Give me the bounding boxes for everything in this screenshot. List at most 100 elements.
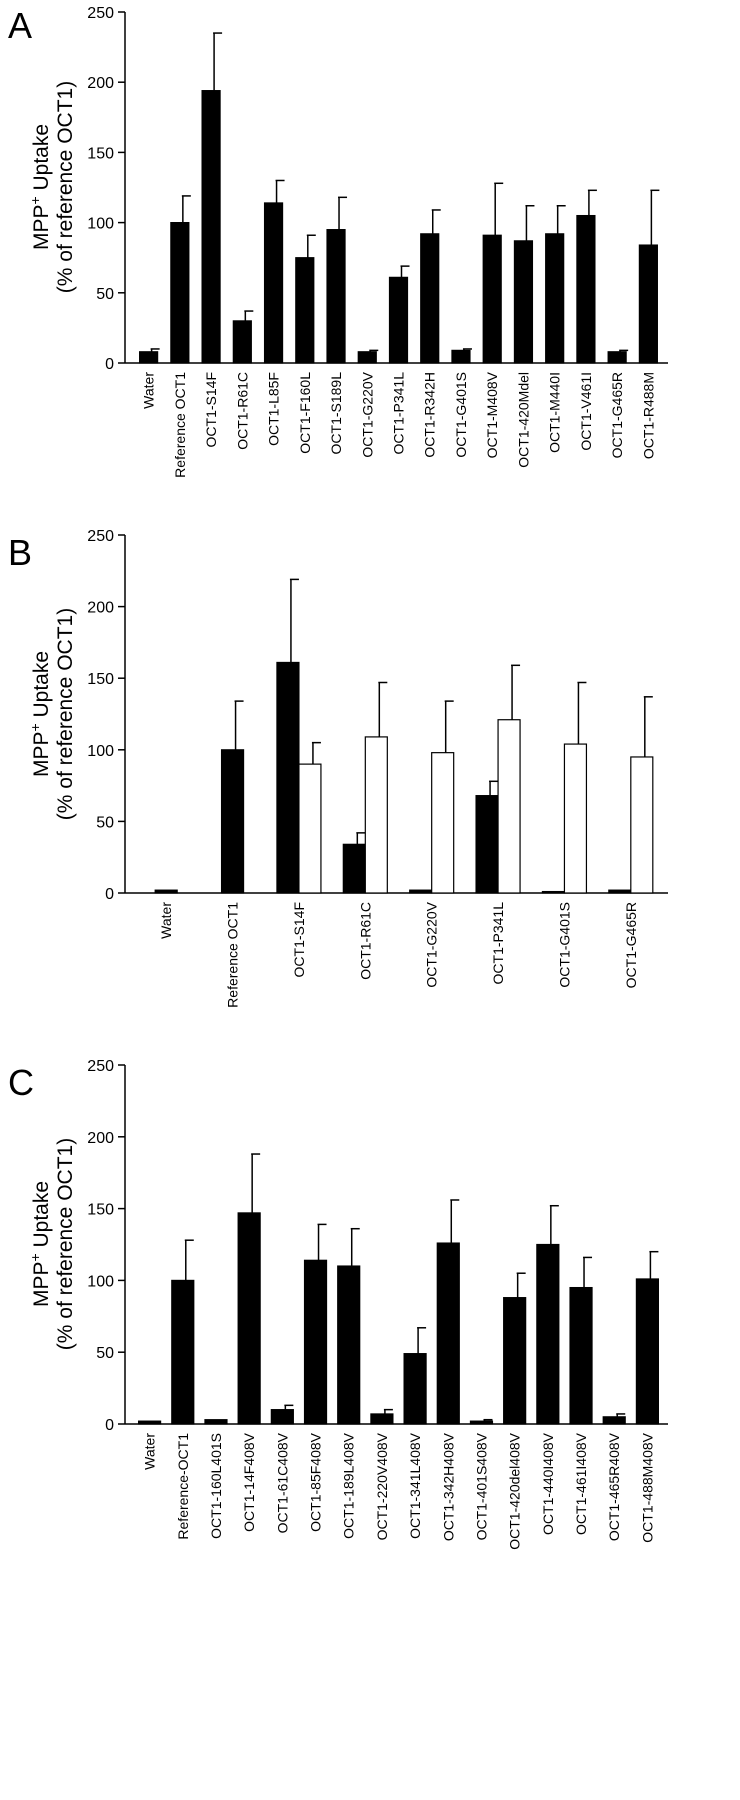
x-tick-label: OCT1-V461I bbox=[578, 372, 594, 451]
x-tick-label: OCT1-G401S bbox=[556, 902, 572, 988]
bar bbox=[608, 889, 632, 894]
x-tick-label: OCT1-401S408V bbox=[473, 1432, 489, 1540]
bar bbox=[237, 1212, 261, 1425]
x-tick-label: OCT1-420Mdel bbox=[515, 372, 531, 468]
x-tick-label: OCT1-85F408V bbox=[308, 1432, 324, 1531]
bar bbox=[436, 1242, 460, 1425]
y-tick-label: 50 bbox=[96, 1345, 114, 1362]
x-tick-label: OCT1-S14F bbox=[291, 902, 307, 977]
x-tick-label: OCT1-465R408V bbox=[606, 1432, 622, 1541]
bar bbox=[201, 90, 221, 364]
bar bbox=[303, 1259, 328, 1425]
x-tick-label: OCT1-341L408V bbox=[407, 1432, 423, 1539]
bar bbox=[635, 1278, 660, 1425]
bar bbox=[276, 661, 300, 894]
bar bbox=[563, 743, 588, 894]
bar bbox=[497, 719, 521, 894]
x-tick-label: OCT1-R488M bbox=[640, 372, 656, 459]
y-axis-label: MPP+ Uptake(% of reference OCT1) bbox=[27, 1138, 77, 1350]
bar bbox=[388, 276, 409, 364]
panel-C: C MPP+ Uptake(% of reference OCT1) 0 50 100 1… bbox=[8, 1058, 668, 1550]
bar bbox=[545, 233, 565, 364]
y-axis-label: MPP+ Uptake(% of reference OCT1) bbox=[27, 608, 77, 820]
bar bbox=[475, 795, 499, 894]
bar bbox=[638, 244, 658, 364]
bar bbox=[232, 320, 252, 364]
bar bbox=[536, 1243, 560, 1425]
x-tick-label: Water bbox=[141, 372, 157, 409]
y-tick-label: 150 bbox=[87, 671, 114, 688]
bar bbox=[503, 1297, 527, 1425]
x-tick-label: OCT1-G465R bbox=[609, 372, 625, 458]
x-tick-label: OCT1-G401S bbox=[453, 372, 469, 458]
x-tick-label: OCT1-189L408V bbox=[341, 1432, 357, 1539]
x-tick-label: OCT1-G220V bbox=[359, 371, 375, 457]
bar bbox=[170, 222, 190, 364]
x-tick-label: OCT1-M440I bbox=[547, 372, 563, 453]
bar bbox=[154, 889, 178, 894]
bar bbox=[451, 349, 471, 364]
x-tick-label: OCT1-220V408V bbox=[374, 1432, 390, 1540]
x-tick-label: OCT1-M408V bbox=[484, 371, 500, 458]
x-tick-label: OCT1-61C408V bbox=[274, 1432, 290, 1533]
bar bbox=[569, 1286, 593, 1425]
y-tick-label: 250 bbox=[87, 5, 114, 22]
y-axis-label-line2: (% of reference OCT1) bbox=[54, 608, 77, 820]
x-tick-label: Reference-OCT1 bbox=[175, 1433, 191, 1540]
y-tick-label: 0 bbox=[105, 356, 114, 373]
x-tick-label: OCT1-488M408V bbox=[639, 1432, 655, 1542]
x-tick-label: Reference OCT1 bbox=[225, 902, 241, 1008]
x-tick-label: OCT1-420del408V bbox=[507, 1432, 523, 1549]
panel-letter: C bbox=[8, 1062, 34, 1103]
bar bbox=[602, 1416, 626, 1425]
bar bbox=[364, 736, 388, 894]
x-tick-label: OCT1-F160L bbox=[297, 372, 313, 454]
y-tick-label: 150 bbox=[87, 1202, 114, 1219]
bar bbox=[630, 756, 654, 894]
y-axis-label: MPP+ Uptake(% of reference OCT1) bbox=[27, 81, 77, 293]
x-tick-label: OCT1-440I408V bbox=[540, 1432, 556, 1535]
y-tick-label: 0 bbox=[105, 1417, 114, 1434]
bar bbox=[576, 214, 596, 364]
x-tick-label: OCT1-S14F bbox=[203, 372, 219, 447]
bar bbox=[326, 229, 346, 364]
bar bbox=[541, 890, 566, 894]
bar bbox=[270, 1409, 294, 1425]
bar bbox=[337, 1265, 361, 1425]
bar bbox=[370, 1413, 394, 1425]
bar bbox=[171, 1279, 195, 1425]
x-tick-label: Reference OCT1 bbox=[172, 372, 188, 478]
y-tick-label: 200 bbox=[87, 600, 114, 617]
x-tick-label: OCT1-G220V bbox=[424, 901, 440, 987]
y-tick-label: 0 bbox=[105, 886, 114, 903]
bar bbox=[403, 1353, 427, 1425]
y-tick-label: 250 bbox=[87, 1058, 114, 1075]
y-tick-label: 100 bbox=[87, 1273, 114, 1290]
bar bbox=[607, 351, 627, 364]
panel-letter: A bbox=[8, 5, 32, 46]
x-tick-label: OCT1-P341L bbox=[490, 902, 506, 985]
x-tick-label: OCT1-L85F bbox=[266, 372, 282, 446]
panel-B: B MPP+ Uptake(% of reference OCT1) 0 50 100 1… bbox=[8, 528, 668, 1008]
panel-letter: B bbox=[8, 532, 32, 573]
x-tick-label: OCT1-14F408V bbox=[241, 1432, 257, 1531]
panel-A: A MPP+ Uptake(% of reference OCT1) 0 50 100 1… bbox=[8, 5, 668, 478]
bar bbox=[469, 1420, 494, 1425]
y-axis-label-line2: (% of reference OCT1) bbox=[54, 1138, 77, 1350]
y-tick-label: 50 bbox=[96, 286, 114, 303]
y-tick-label: 50 bbox=[96, 814, 114, 831]
bar bbox=[220, 749, 245, 894]
bar bbox=[409, 889, 433, 894]
y-axis-label-line2: (% of reference OCT1) bbox=[54, 81, 77, 293]
bar bbox=[431, 752, 455, 894]
x-tick-label: OCT1-160L401S bbox=[208, 1433, 224, 1539]
bar bbox=[482, 234, 502, 364]
bar bbox=[137, 1420, 162, 1425]
x-tick-label: OCT1-R61C bbox=[357, 902, 373, 980]
x-tick-label: Water bbox=[142, 1433, 158, 1470]
bar bbox=[139, 351, 159, 364]
bar bbox=[204, 1419, 228, 1425]
y-tick-label: 200 bbox=[87, 75, 114, 92]
x-tick-label: OCT1-P341L bbox=[391, 372, 407, 455]
